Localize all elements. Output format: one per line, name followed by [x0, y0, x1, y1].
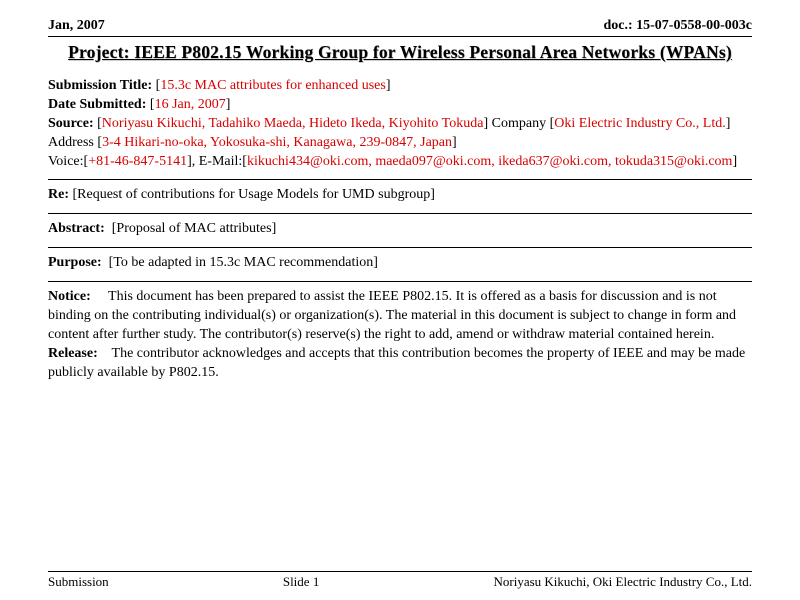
submission-line: Submission Title: [15.3c MAC attributes … — [48, 77, 752, 171]
voice-prefix: Voice:[ — [48, 154, 88, 169]
submission-title-value: 15.3c MAC attributes for enhanced uses — [160, 78, 386, 93]
release-value: The contributor acknowledges and accepts… — [48, 346, 745, 380]
abstract-value: [Proposal of MAC attributes] — [112, 221, 276, 236]
footer-center: Slide 1 — [283, 574, 319, 590]
address-prefix: Address — [48, 135, 94, 150]
bracket: ] — [732, 154, 737, 169]
header-row: Jan, 2007 doc.: 15-07-0558-00-003c — [48, 18, 752, 37]
notice-line: Notice: This document has been prepared … — [48, 288, 752, 382]
divider — [48, 247, 752, 248]
divider — [48, 213, 752, 214]
source-label: Source: — [48, 116, 94, 131]
submission-title-label: Submission Title: — [48, 78, 152, 93]
voice-suffix: ], E-Mail:[ — [187, 154, 247, 169]
divider — [48, 179, 752, 180]
body-block: Submission Title: [15.3c MAC attributes … — [48, 77, 752, 391]
purpose-line: Purpose: [To be adapted in 15.3c MAC rec… — [48, 254, 752, 273]
project-title: Project: IEEE P802.15 Working Group for … — [48, 42, 752, 63]
footer-row: Submission Slide 1 Noriyasu Kikuchi, Oki… — [48, 571, 752, 590]
address-value: 3-4 Hikari-no-oka, Yokosuka-shi, Kanagaw… — [102, 135, 452, 150]
date-submitted-label: Date Submitted: — [48, 97, 146, 112]
purpose-value: [To be adapted in 15.3c MAC recommendati… — [109, 255, 378, 270]
notice-value: This document has been prepared to assis… — [48, 289, 736, 342]
purpose-label: Purpose: — [48, 255, 102, 270]
re-line: Re: [Request of contributions for Usage … — [48, 186, 752, 205]
abstract-label: Abstract: — [48, 221, 105, 236]
date-submitted-value: 16 Jan, 2007 — [155, 97, 226, 112]
company-word: Company — [492, 116, 546, 131]
abstract-line: Abstract: [Proposal of MAC attributes] — [48, 220, 752, 239]
bracket: ] — [226, 97, 231, 112]
re-label: Re: — [48, 187, 69, 202]
header-doc: doc.: 15-07-0558-00-003c — [603, 18, 752, 34]
bracket: ] — [483, 116, 491, 131]
bracket: ] — [452, 135, 457, 150]
voice-value: +81-46-847-5141 — [88, 154, 187, 169]
source-names: Noriyasu Kikuchi, Tadahiko Maeda, Hideto… — [102, 116, 484, 131]
footer-left: Submission — [48, 574, 109, 590]
notice-label: Notice: — [48, 289, 91, 304]
re-value: [Request of contributions for Usage Mode… — [73, 187, 435, 202]
release-label: Release: — [48, 346, 98, 361]
company-value: Oki Electric Industry Co., Ltd. — [554, 116, 725, 131]
bracket: ] — [386, 78, 391, 93]
header-date: Jan, 2007 — [48, 18, 105, 34]
bracket: ] — [726, 116, 731, 131]
divider — [48, 281, 752, 282]
footer-right: Noriyasu Kikuchi, Oki Electric Industry … — [493, 574, 752, 590]
email-value: kikuchi434@oki.com, maeda097@oki.com, ik… — [247, 154, 733, 169]
